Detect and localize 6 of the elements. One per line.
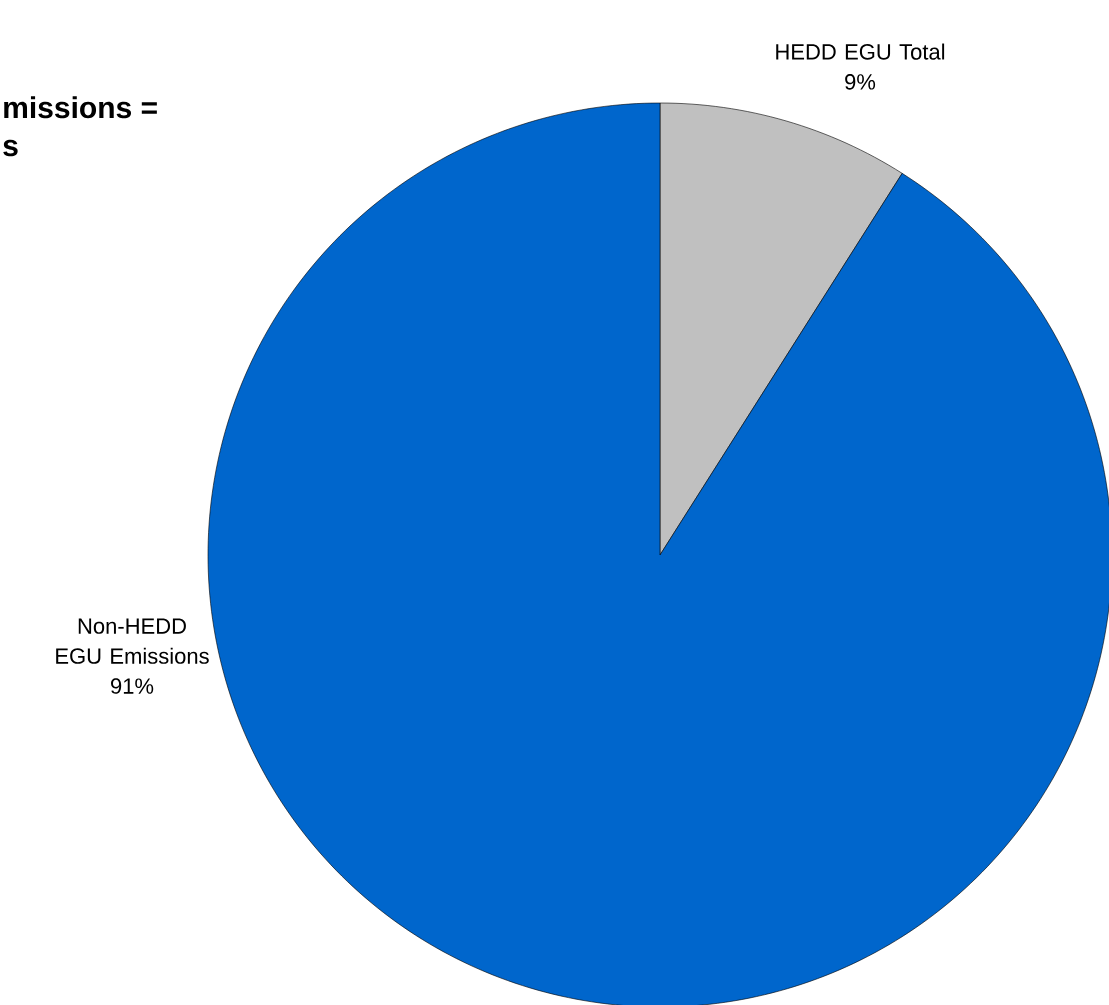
data-label: 9% [845,74,876,90]
slice-label: HEDD EGU Total [776,43,945,60]
slice-label: Non-HEDD EGU Emissions [56,618,209,664]
text: missions = [4,96,157,119]
data-label: 91% [111,678,154,694]
text: s [3,139,18,157]
